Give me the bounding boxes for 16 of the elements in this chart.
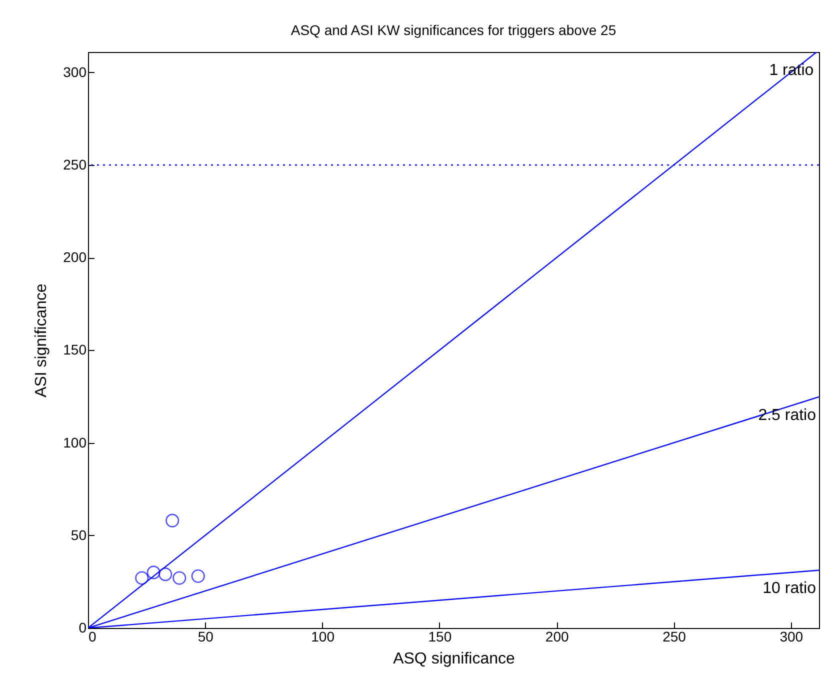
y-tick-label: 150 — [63, 342, 87, 358]
x-tick-label: 300 — [780, 628, 804, 644]
y-tick-label: 100 — [63, 434, 87, 450]
x-tick-label: 50 — [198, 628, 214, 644]
y-tick-label: 200 — [63, 249, 87, 266]
x-tick-label: 150 — [428, 628, 452, 644]
y-tick-label: 250 — [63, 156, 87, 172]
y-tick-label: 300 — [63, 64, 87, 80]
x-tick-label: 200 — [545, 628, 569, 644]
chart-title: ASQ and ASI KW significances for triggers above 25 — [290, 22, 616, 38]
x-tick-label: 250 — [662, 628, 686, 644]
y-axis-title: ASI significance — [33, 283, 50, 398]
x-tick-label: 100 — [311, 628, 335, 644]
series-label: 10 ratio — [762, 580, 816, 598]
y-tick-label: 50 — [70, 526, 87, 543]
x-axis-title: ASQ significance — [393, 650, 516, 668]
